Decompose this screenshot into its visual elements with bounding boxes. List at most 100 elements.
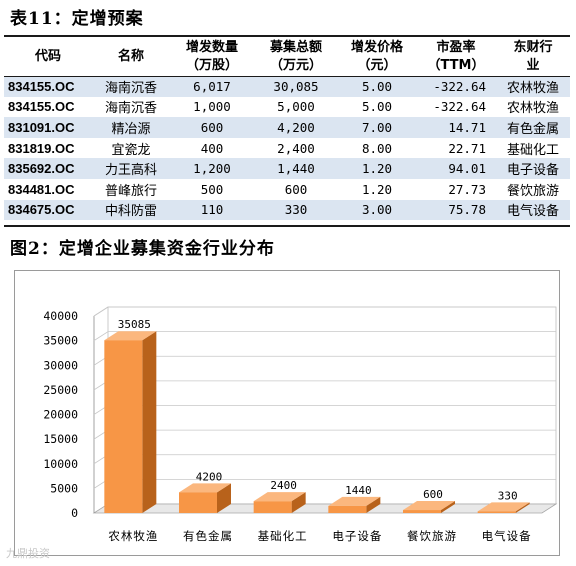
cell-price: 1.20 <box>338 158 416 179</box>
watermark: 九鼎投资 <box>6 547 50 560</box>
cell-shares: 110 <box>170 199 254 221</box>
y-tick-label: 0 <box>71 506 78 520</box>
cell-pe: -322.64 <box>433 99 486 115</box>
cell-pe: 75.78 <box>416 199 496 221</box>
cell-code: 831091.OC <box>4 117 92 138</box>
cell-name: 海南沉香 <box>92 76 170 97</box>
y-tick-label: 25000 <box>43 383 78 397</box>
cell-code: 834155.OC <box>4 76 92 97</box>
table-row: 834675.OC 中科防雷 110 330 3.00 75.78 电气设备 <box>4 199 570 221</box>
header-line: 市盈率 <box>436 40 476 55</box>
header-rule <box>4 76 570 77</box>
chart-frame <box>14 270 560 556</box>
y-tick-label: 30000 <box>43 358 78 372</box>
bar <box>328 505 367 513</box>
bar-chart: 0 5000 10000 15000 20000 25000 30000 35000 40000… <box>43 306 558 543</box>
cell-name: 普峰旅行 <box>104 183 157 199</box>
cell-pe: 27.73 <box>448 181 486 197</box>
bar-side <box>217 483 231 513</box>
cell-code: 834481.OC <box>8 181 75 197</box>
chart-title: 图2：定增企业募集资金行业分布 <box>10 239 275 259</box>
table-row: 834481.OC 普峰旅行 500 600 1.20 27.73 餐饮旅游 <box>4 179 570 200</box>
data-label: 330 <box>498 489 518 502</box>
y-tick-label: 35000 <box>43 334 78 348</box>
placement-table: 代码 名称 增发数量 （万股） 募集总额 （万元） 增发价格 （元） 市盈率 （TTM）… <box>4 38 570 221</box>
table-row: 831819.OC 宜瓷龙 400 2,400 8.00 22.71 基础化工 <box>4 138 570 159</box>
header-line: （万元） <box>269 58 322 73</box>
header-line: 增发价格 <box>350 40 403 55</box>
header-price: 增发价格 （元） <box>338 38 416 76</box>
bar-top <box>253 492 306 502</box>
bar-top <box>403 501 455 511</box>
cell-industry: 农林牧渔 <box>496 76 570 97</box>
cell-amount: 2,400 <box>277 140 315 156</box>
cell-industry: 电气设备 <box>496 199 570 221</box>
table-row: 835692.OC 力王高科 1,200 1,440 1.20 94.01 电子设备 <box>4 158 570 179</box>
cell-name: 中科防雷 <box>92 199 170 221</box>
cell-industry: 电子设备 <box>496 158 570 179</box>
table-row: 834155.OC 海南沉香 6,017 30,085 5.00 -322.64 农林牧渔 <box>4 76 570 97</box>
header-line: （TTM） <box>427 58 485 73</box>
table-header: 代码 名称 增发数量 （万股） 募集总额 （万元） 增发价格 （元） 市盈率 （TTM）… <box>4 38 570 76</box>
y-tick-label: 10000 <box>43 457 78 471</box>
header-shares: 增发数量 （万股） <box>170 38 254 76</box>
cell-shares: 1,200 <box>170 158 254 179</box>
cell-industry: 餐饮旅游 <box>506 183 559 199</box>
cell-shares: 400 <box>200 140 224 156</box>
bar-top <box>328 496 381 506</box>
header-line: 名称 <box>117 49 144 64</box>
header-pe: 市盈率 （TTM） <box>416 38 496 76</box>
cell-name: 海南沉香 <box>104 101 157 117</box>
header-line: （万股） <box>185 58 238 73</box>
y-tick-label: 40000 <box>43 309 78 323</box>
cell-shares: 6,017 <box>170 76 254 97</box>
cell-pe: -322.64 <box>416 76 496 97</box>
bar <box>253 501 292 513</box>
cell-pe: 22.71 <box>448 140 486 156</box>
y-tick-label: 15000 <box>43 432 78 446</box>
table-top-rule <box>4 35 570 37</box>
cell-amount: 30,085 <box>254 76 338 97</box>
cell-price: 8.00 <box>361 140 393 156</box>
header-line: 代码 <box>34 49 61 64</box>
cell-price: 3.00 <box>338 199 416 221</box>
x-tick-label: 电子设备 <box>332 529 382 543</box>
header-line: 募集总额 <box>269 40 322 55</box>
cell-price: 5.00 <box>338 76 416 97</box>
header-line: 业 <box>526 58 540 73</box>
bar-top <box>477 502 530 512</box>
bar-side <box>441 501 455 513</box>
bar-top <box>179 483 231 493</box>
header-industry: 东财行业 <box>496 38 570 76</box>
x-tick-label: 电气设备 <box>482 529 532 543</box>
table-body: 834155.OC 海南沉香 6,017 30,085 5.00 -322.64 农林牧渔 8… <box>4 76 570 221</box>
bar <box>477 511 516 513</box>
cell-pe: 14.71 <box>416 117 496 138</box>
table-row: 831091.OC 精冶源 600 4,200 7.00 14.71 有色金属 <box>4 117 570 138</box>
header-line: 增发数量 <box>185 40 238 55</box>
gridline <box>93 306 556 317</box>
y-tick-label: 5000 <box>50 481 78 495</box>
cell-code: 835692.OC <box>4 158 92 179</box>
data-label: 35085 <box>118 318 151 331</box>
data-label: 1440 <box>345 484 372 497</box>
x-tick-label: 基础化工 <box>258 529 308 543</box>
cell-price: 7.00 <box>338 117 416 138</box>
cell-industry: 有色金属 <box>496 117 570 138</box>
y-tick-label: 20000 <box>43 408 78 422</box>
header-code: 代码 <box>4 38 92 76</box>
cell-shares: 1,000 <box>193 99 231 115</box>
bar <box>403 510 441 513</box>
cell-amount: 600 <box>284 181 308 197</box>
bar-side <box>142 331 157 513</box>
gridline <box>93 331 556 341</box>
bar <box>104 340 143 513</box>
x-tick-label: 有色金属 <box>183 529 233 543</box>
header-line: （元） <box>357 58 397 73</box>
cell-code: 834675.OC <box>4 199 92 221</box>
data-label: 4200 <box>196 470 223 483</box>
cell-price: 5.00 <box>361 99 393 115</box>
header-name: 名称 <box>92 38 170 76</box>
x-tick-label: 餐饮旅游 <box>407 529 457 543</box>
cell-industry: 农林牧渔 <box>506 101 559 117</box>
